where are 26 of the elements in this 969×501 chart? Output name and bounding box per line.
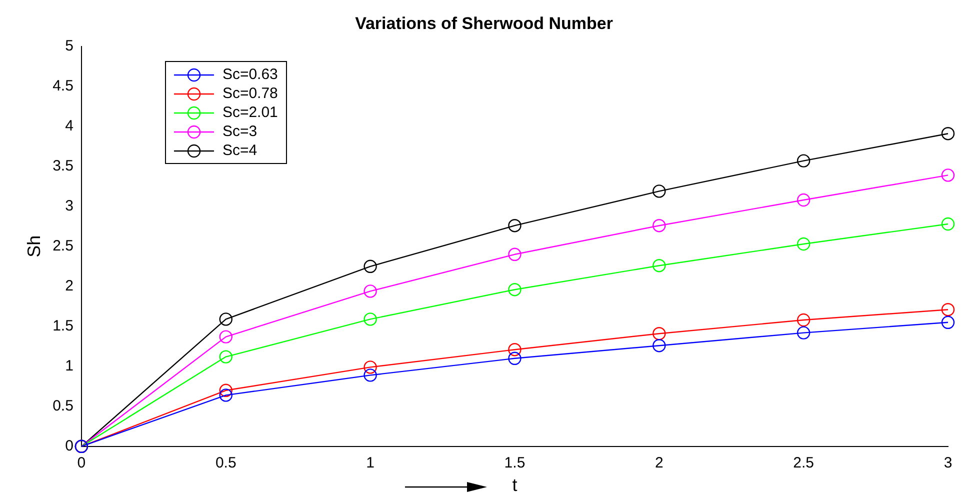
x-tick-label: 1 — [366, 454, 374, 472]
y-tick-label: 3 — [65, 198, 74, 215]
y-tick-label: 2 — [65, 278, 74, 295]
legend-label: Sc=0.78 — [222, 85, 278, 102]
legend-label: Sc=0.63 — [222, 66, 278, 84]
y-tick-label: 4.5 — [52, 78, 74, 95]
y-tick-label: 4 — [65, 118, 74, 135]
legend-label: Sc=3 — [222, 123, 258, 140]
x-tick-label: 2 — [654, 454, 664, 472]
y-tick-label: 0.5 — [52, 398, 74, 415]
y-tick-label: 2.5 — [52, 238, 74, 255]
y-tick-label: 1.5 — [52, 318, 74, 335]
legend-label: Sc=4 — [222, 142, 258, 160]
x-axis-title: t — [512, 475, 518, 496]
legend-label: Sc=2.01 — [222, 104, 278, 122]
chart-title: Variations of Sherwood Number — [355, 14, 614, 33]
x-tick-label: 0 — [77, 454, 86, 472]
y-tick-label: 5 — [65, 38, 74, 55]
x-tick-label: 2.5 — [793, 454, 814, 472]
y-axis-title: Sh — [24, 235, 44, 258]
x-tick-label: 0.5 — [215, 454, 236, 472]
x-tick-label: 3 — [944, 454, 952, 472]
x-tick-label: 1.5 — [504, 454, 526, 472]
y-tick-label: 0 — [65, 438, 74, 455]
y-tick-label: 1 — [65, 358, 74, 375]
y-tick-label: 3.5 — [52, 158, 74, 175]
